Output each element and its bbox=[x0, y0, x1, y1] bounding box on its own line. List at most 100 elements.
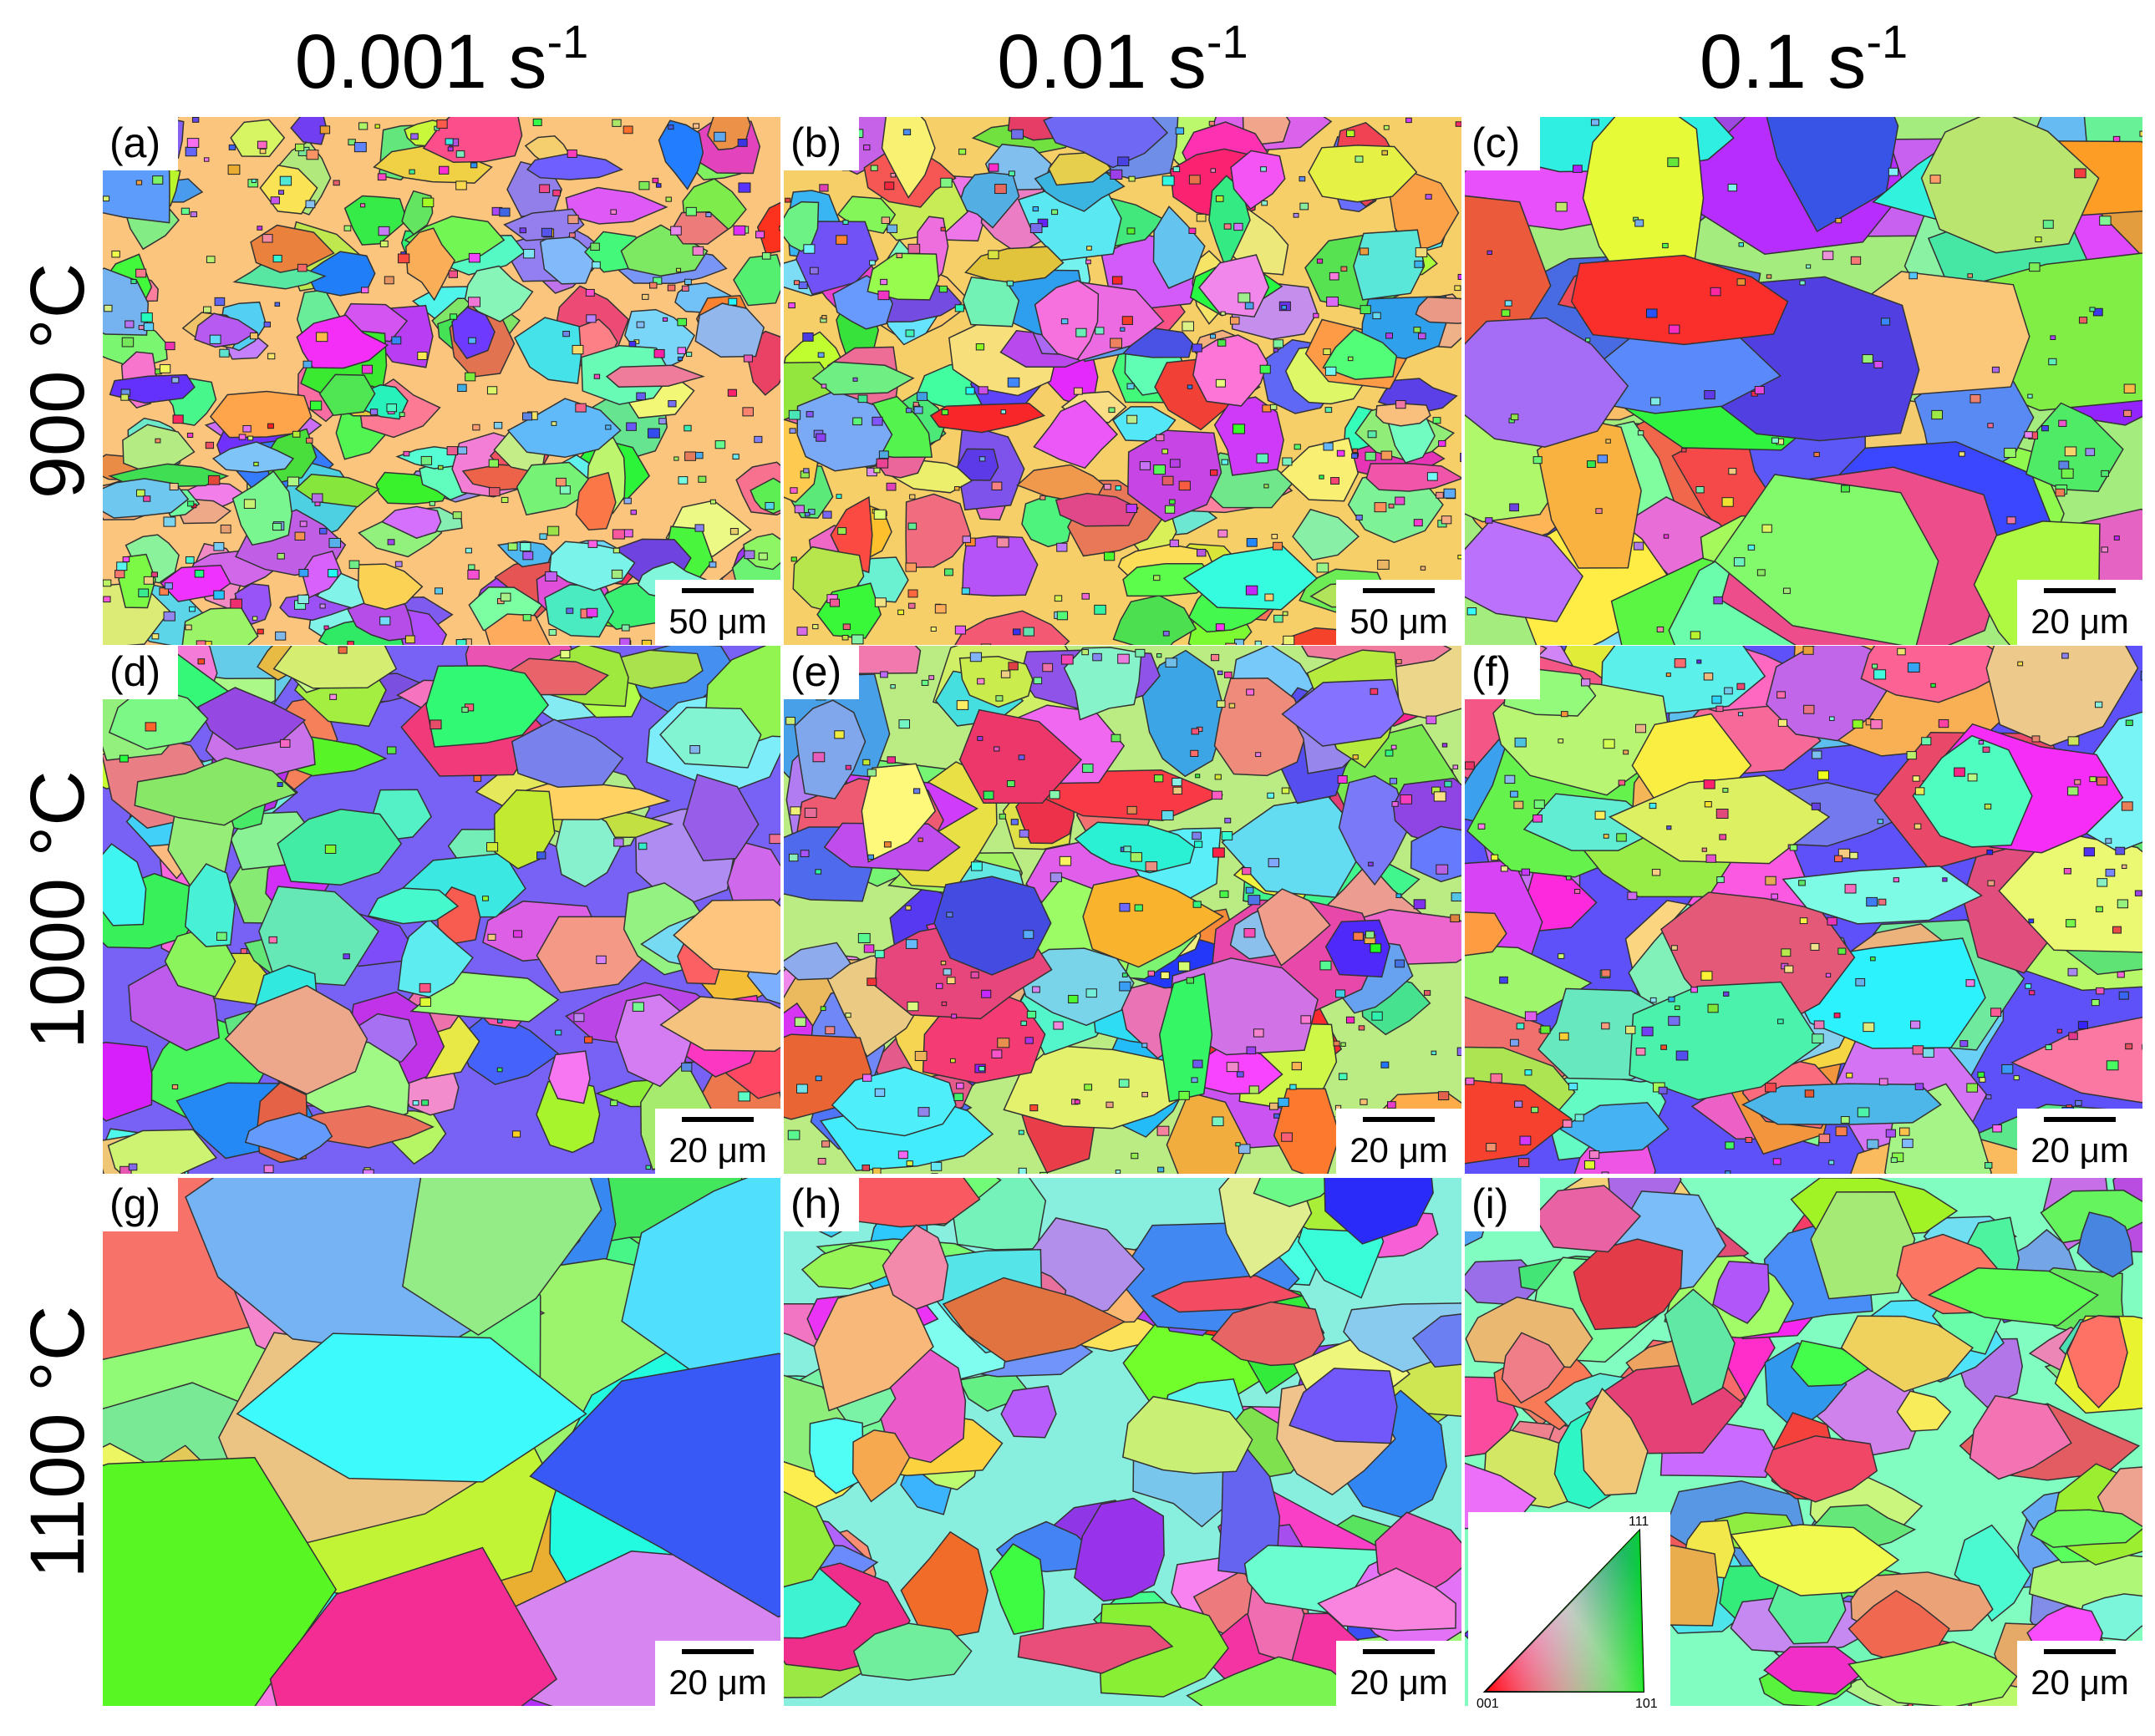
fine-grain bbox=[1441, 515, 1452, 525]
fine-grain bbox=[2118, 991, 2129, 1000]
fine-grain bbox=[1395, 400, 1406, 409]
fine-grain bbox=[467, 569, 480, 580]
fine-grain bbox=[1178, 480, 1191, 491]
fine-grain bbox=[1871, 663, 1878, 669]
grain bbox=[1741, 1083, 1942, 1125]
panel-label: (h) bbox=[790, 1180, 841, 1227]
fine-grain bbox=[263, 321, 271, 327]
fine-grain bbox=[1516, 1023, 1525, 1030]
fine-grain bbox=[238, 434, 247, 440]
fine-grain bbox=[103, 596, 111, 603]
fine-grain bbox=[1675, 1005, 1680, 1010]
fine-grain bbox=[2075, 1099, 2082, 1106]
fine-grain bbox=[677, 317, 688, 327]
fine-grain bbox=[714, 440, 726, 449]
fine-grain bbox=[1190, 749, 1199, 757]
grain bbox=[539, 231, 597, 285]
fine-grain bbox=[1033, 677, 1043, 685]
fine-grain bbox=[874, 597, 887, 607]
grain bbox=[1985, 646, 2139, 747]
grain bbox=[211, 441, 295, 474]
fine-grain bbox=[907, 522, 917, 530]
fine-grain bbox=[1360, 305, 1371, 315]
fine-grain bbox=[1863, 1022, 1875, 1033]
fine-grain bbox=[2042, 220, 2054, 229]
fine-grain bbox=[185, 146, 197, 157]
fine-grain bbox=[1908, 272, 1918, 280]
fine-grain bbox=[1271, 534, 1278, 540]
fine-grain bbox=[1890, 1157, 1898, 1163]
fine-grain bbox=[1818, 1134, 1831, 1144]
fine-grain bbox=[1634, 219, 1644, 227]
grain bbox=[989, 1543, 1045, 1636]
fine-grain bbox=[638, 842, 648, 850]
grain bbox=[794, 699, 867, 799]
fine-grain bbox=[267, 353, 276, 360]
fine-grain bbox=[834, 730, 845, 739]
fine-grain bbox=[1490, 1073, 1502, 1084]
fine-grain bbox=[220, 524, 231, 534]
fine-grain bbox=[1104, 551, 1116, 561]
fine-grain bbox=[1217, 339, 1227, 347]
fine-grain bbox=[996, 537, 1009, 548]
fine-grain bbox=[1532, 456, 1543, 464]
fine-grain bbox=[991, 481, 1003, 490]
grain bbox=[905, 493, 972, 568]
fine-grain bbox=[954, 625, 966, 635]
fine-grain bbox=[1588, 1150, 1600, 1160]
fine-grain bbox=[1504, 300, 1512, 307]
fine-grain bbox=[1115, 485, 1121, 491]
ebsd-map bbox=[784, 1178, 1461, 1706]
fine-grain bbox=[1581, 678, 1591, 687]
fine-grain bbox=[1195, 774, 1201, 779]
fine-grain bbox=[1433, 791, 1446, 802]
fine-grain bbox=[857, 394, 868, 404]
fine-grain bbox=[1979, 1077, 1986, 1083]
fine-grain bbox=[205, 441, 215, 449]
fine-grain bbox=[1110, 169, 1123, 180]
fine-grain bbox=[1172, 786, 1182, 795]
fine-grain bbox=[319, 527, 328, 535]
fine-grain bbox=[562, 331, 571, 338]
fine-grain bbox=[171, 1084, 179, 1090]
grain bbox=[236, 1332, 587, 1483]
fine-grain bbox=[1959, 451, 1965, 457]
label-box bbox=[1465, 1178, 1540, 1231]
fine-grain bbox=[1562, 1119, 1573, 1128]
fine-grain bbox=[1501, 309, 1511, 317]
fine-grain bbox=[1358, 1025, 1365, 1031]
grain bbox=[733, 253, 780, 307]
fine-grain bbox=[907, 243, 921, 254]
fine-grain bbox=[1668, 996, 1675, 1003]
fine-grain bbox=[1862, 354, 1873, 364]
fine-grain bbox=[1509, 503, 1519, 512]
fine-grain bbox=[457, 383, 467, 393]
fine-grain bbox=[1666, 825, 1672, 830]
fine-grain bbox=[630, 510, 638, 515]
fine-grain bbox=[2117, 899, 2128, 909]
fine-grain bbox=[448, 270, 458, 278]
grain bbox=[244, 1112, 333, 1160]
fine-grain bbox=[675, 267, 682, 272]
fine-grain bbox=[138, 325, 145, 330]
fine-grain bbox=[279, 175, 292, 186]
fine-grain bbox=[1141, 1092, 1148, 1098]
grain bbox=[1082, 875, 1224, 968]
fine-grain bbox=[319, 603, 326, 609]
fine-grain bbox=[874, 950, 885, 958]
fine-grain bbox=[733, 225, 746, 236]
fine-grain bbox=[1504, 774, 1516, 784]
scale-bar bbox=[2044, 1117, 2116, 1122]
grain bbox=[1764, 1435, 1878, 1503]
fine-grain bbox=[1656, 626, 1665, 632]
fine-grain bbox=[206, 256, 216, 263]
fine-grain bbox=[128, 1163, 138, 1171]
fine-grain bbox=[1245, 585, 1258, 596]
grain bbox=[1912, 734, 2033, 848]
fine-grain bbox=[738, 1091, 751, 1102]
fine-grain bbox=[2055, 488, 2066, 497]
fine-grain bbox=[497, 1018, 503, 1024]
fine-grain bbox=[1668, 1016, 1680, 1026]
fine-grain bbox=[907, 602, 916, 609]
fine-grain bbox=[1191, 728, 1200, 735]
